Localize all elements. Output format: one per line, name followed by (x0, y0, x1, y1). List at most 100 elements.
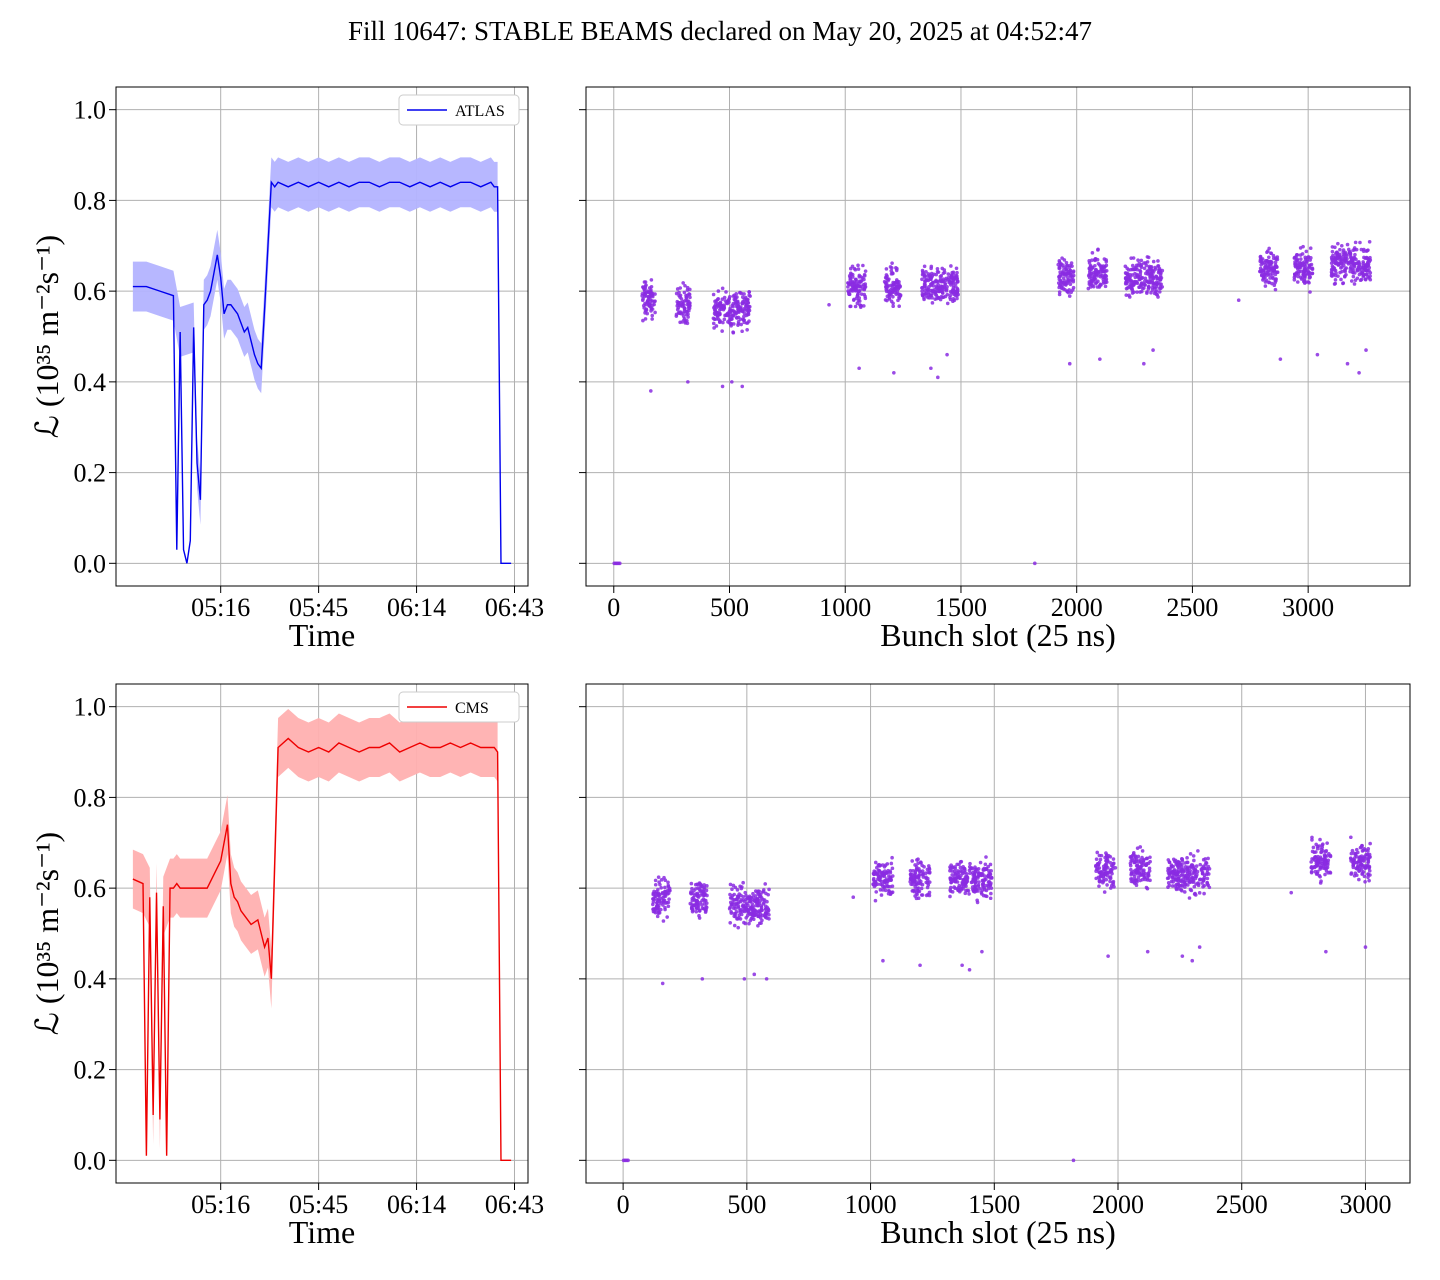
bunch-point (988, 862, 993, 867)
bunch-point (984, 855, 988, 859)
bunch-point (1367, 866, 1371, 870)
bunch-point (1263, 272, 1267, 277)
bunch-point (661, 895, 665, 900)
y-tick-label: 0.8 (74, 783, 107, 812)
bunch-point (735, 888, 740, 892)
bunch-point (698, 885, 703, 889)
bunch-point (1358, 856, 1362, 860)
bunch-point (718, 301, 723, 306)
bunch-point (952, 875, 956, 879)
bunch-point (931, 283, 936, 288)
bunch-point (649, 389, 653, 393)
bunch-point (1134, 870, 1138, 875)
bunch-point (948, 894, 952, 899)
bunch-point (1060, 256, 1064, 260)
bunch-point (697, 916, 702, 920)
bunch-point (1207, 885, 1212, 890)
bunch-point (873, 898, 878, 903)
bunch-point (1176, 859, 1181, 864)
bunch-point (1358, 240, 1362, 245)
bunch-point (1058, 270, 1062, 274)
bunch-point (961, 867, 965, 871)
bunch-point (1310, 838, 1314, 842)
bunch-point (912, 889, 917, 894)
bunch-point (926, 292, 931, 296)
bunch-point (1341, 250, 1345, 254)
plot-area (132, 157, 512, 565)
bunch-point (1155, 276, 1160, 280)
bunch-point (1311, 845, 1316, 850)
bunch-point (750, 902, 755, 906)
bunch-point (1174, 873, 1178, 878)
bunch-point (731, 883, 736, 888)
bunch-point (1151, 259, 1156, 264)
bunch-point (978, 860, 983, 865)
bunch-point (658, 882, 662, 887)
bunch-point (1198, 862, 1203, 867)
bunch-point (729, 911, 734, 915)
bunch-point (1192, 858, 1196, 863)
bunch-point (681, 311, 686, 316)
bunch-point (1138, 285, 1142, 290)
bunch-point (948, 889, 953, 893)
bunch-point (1145, 255, 1150, 259)
bunch-point (747, 899, 752, 904)
bunch-point (1351, 268, 1356, 272)
bunch-point (986, 886, 991, 891)
bunch-point (957, 883, 962, 888)
bunch-point (952, 869, 957, 874)
bunch-point (1096, 279, 1100, 284)
bunch-point (1061, 269, 1066, 273)
bunch-point (954, 878, 958, 883)
bunch-point (1071, 269, 1076, 273)
bunch-point (960, 963, 964, 968)
bunch-point (743, 890, 748, 895)
bunch-point (1134, 878, 1139, 883)
bunch-point (1111, 879, 1116, 884)
bunch-point (1176, 867, 1181, 872)
bunch-point (1341, 281, 1345, 286)
bunch-point (1139, 258, 1144, 263)
bunch-point (955, 296, 959, 301)
bunch-point (1104, 278, 1108, 283)
bunch-point (879, 893, 884, 897)
bunch-point (910, 859, 915, 863)
bunch-point (920, 893, 925, 897)
bunch-point (689, 881, 694, 886)
bunch-point (1205, 870, 1210, 875)
bunch-point (690, 891, 695, 895)
bunch-point (1267, 246, 1271, 251)
bunch-point (645, 311, 650, 316)
bunch-point (1141, 873, 1146, 877)
bunch-point (1127, 295, 1132, 299)
bunch-point (880, 871, 885, 875)
bunch-point (1124, 293, 1129, 297)
bunch-point (1346, 262, 1351, 266)
bunch-point (977, 880, 981, 884)
bunch-point (954, 266, 959, 271)
bunch-point (1183, 882, 1187, 887)
bunch-point (948, 876, 952, 880)
bunch-point (1323, 854, 1327, 859)
bunch-point (738, 917, 743, 921)
bunch-point (922, 264, 927, 269)
bunch-point (720, 286, 725, 291)
bunch-point (724, 301, 729, 305)
bunch-point (1309, 864, 1314, 869)
bunch-point (1296, 271, 1301, 276)
bunch-point (649, 309, 653, 313)
bunch-point (1304, 249, 1309, 254)
bunch-point (1261, 276, 1266, 281)
bunch-point (1206, 864, 1211, 869)
x-tick-label: 1500 (968, 1190, 1020, 1219)
bunch-point (847, 282, 851, 287)
x-tick-label: 3000 (1282, 593, 1334, 622)
bunch-point (1128, 272, 1133, 277)
bunch-point (726, 320, 730, 324)
y-tick-label: 0.6 (74, 874, 107, 903)
bunch-point (731, 902, 735, 907)
bunch-point (1149, 271, 1154, 276)
bunch-point (757, 889, 762, 894)
bunch-point (1355, 860, 1360, 865)
bunch-point (1259, 263, 1263, 267)
